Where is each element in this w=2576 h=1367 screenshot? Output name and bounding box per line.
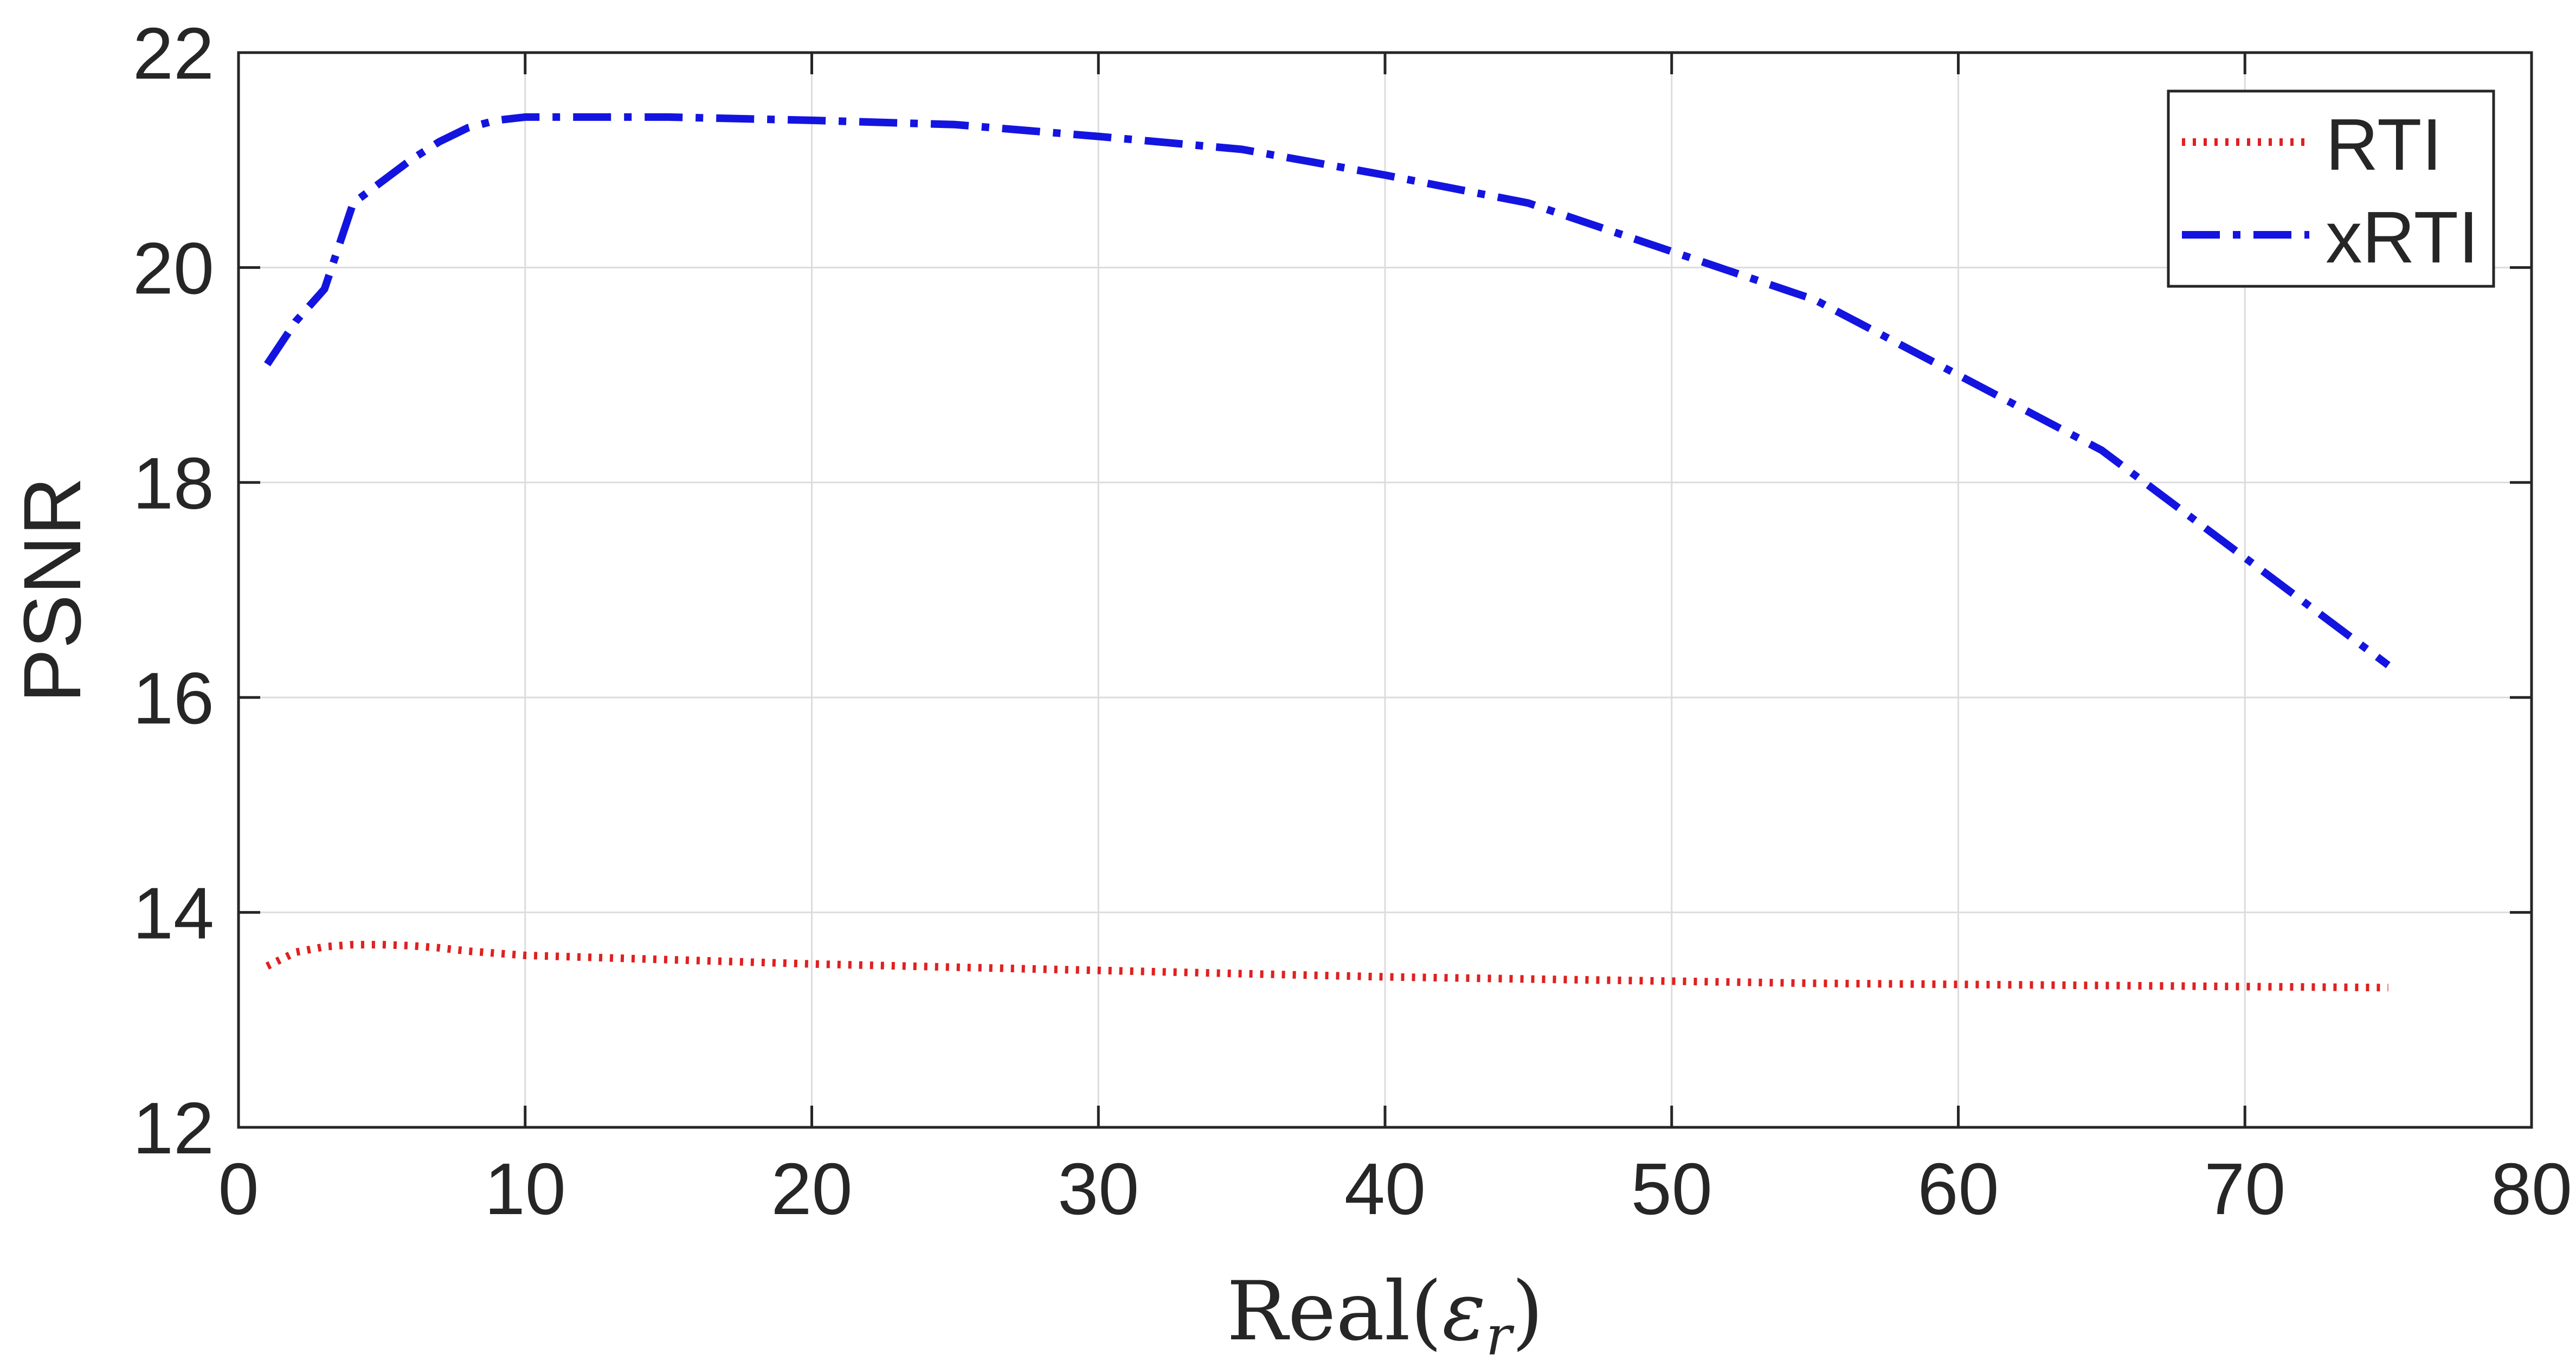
x-axis-label-suffix: ) [1512,1265,1544,1359]
x-tick-label: 80 [2491,1148,2572,1230]
y-tick-label: 18 [133,442,214,524]
series-lines [264,113,2391,992]
legend: RTI xRTI [2167,89,2495,288]
x-tick-label: 30 [1058,1148,1139,1230]
x-axis-label-subscript: r [1486,1304,1515,1364]
y-tick-label: 12 [133,1087,214,1169]
x-tick-label: 10 [485,1148,566,1230]
x-axis-label-symbol: ε [1442,1265,1486,1359]
y-tick-label: 16 [133,657,214,739]
x-tick-label: 70 [2204,1148,2285,1230]
x-axis-label: Real(εr) [1227,1265,1543,1364]
x-tick-label: 60 [1917,1148,1999,1230]
y-tick-label: 22 [133,12,214,94]
y-tick-label: 14 [133,872,214,954]
x-tick-label: 40 [1344,1148,1426,1230]
x-tick-label: 50 [1631,1148,1712,1230]
series-line-xrti [264,113,2391,669]
x-tick-label: 20 [771,1148,852,1230]
y-axis-label: PSNR [7,477,98,703]
x-tick-label: 0 [218,1148,259,1230]
x-axis-label-prefix: Real( [1227,1265,1442,1359]
ticks: 0 10 20 30 40 50 60 70 80 12 14 16 18 20 22 [133,12,2572,1230]
series-line-rti [265,941,2388,992]
grid [239,53,2532,1127]
legend-label-rti: RTI [2326,104,2442,185]
legend-label-xrti: xRTI [2326,196,2479,278]
y-tick-label: 20 [133,227,214,309]
legend-box [2167,89,2495,288]
